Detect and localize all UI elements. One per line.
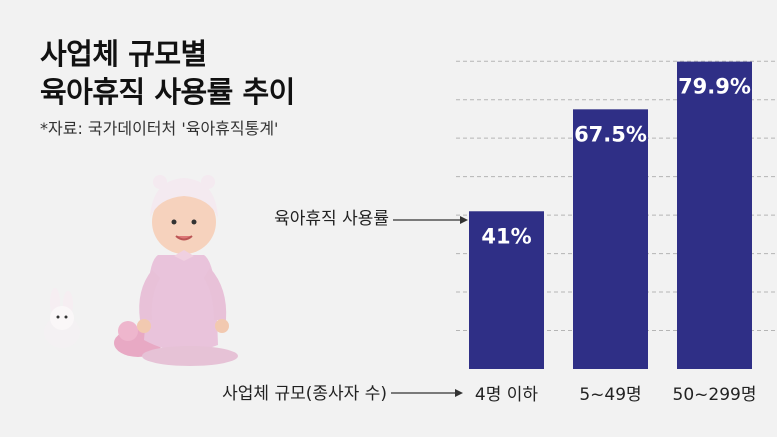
category-label: 50~299명 [673, 385, 757, 405]
series-label: 육아휴직 사용률 [274, 209, 389, 229]
axis-label: 사업체 규모(종사자 수) [222, 384, 387, 404]
value-labels: 41% 67.5% 79.9% [481, 75, 751, 249]
series-label-arrowhead [460, 216, 468, 224]
bar-value-label: 67.5% [574, 122, 647, 146]
bar [469, 211, 544, 369]
bars [469, 61, 752, 370]
bar [573, 109, 648, 369]
bar [677, 61, 752, 370]
bar-value-label: 41% [481, 224, 531, 248]
baby-icon [137, 175, 238, 366]
category-labels: 4명 이하 5~49명 50~299명 [475, 385, 757, 405]
category-label: 4명 이하 [475, 385, 538, 405]
annotations: 육아휴직 사용률 사업체 규모(종사자 수) [222, 209, 468, 404]
axis-label-arrowhead [455, 389, 463, 397]
category-label: 5~49명 [579, 385, 641, 405]
bunny-toy-icon [44, 288, 80, 348]
bar-value-label: 79.9% [678, 75, 751, 99]
title-line-2: 육아휴직 사용률 추이 [40, 75, 295, 109]
title-line-1: 사업체 규모별 [40, 37, 207, 71]
chart-title: 사업체 규모별 육아휴직 사용률 추이 [40, 35, 295, 111]
source-note: *자료: 국가데이터처 '육아휴직통계' [40, 119, 279, 138]
baby-illustration [44, 175, 238, 366]
